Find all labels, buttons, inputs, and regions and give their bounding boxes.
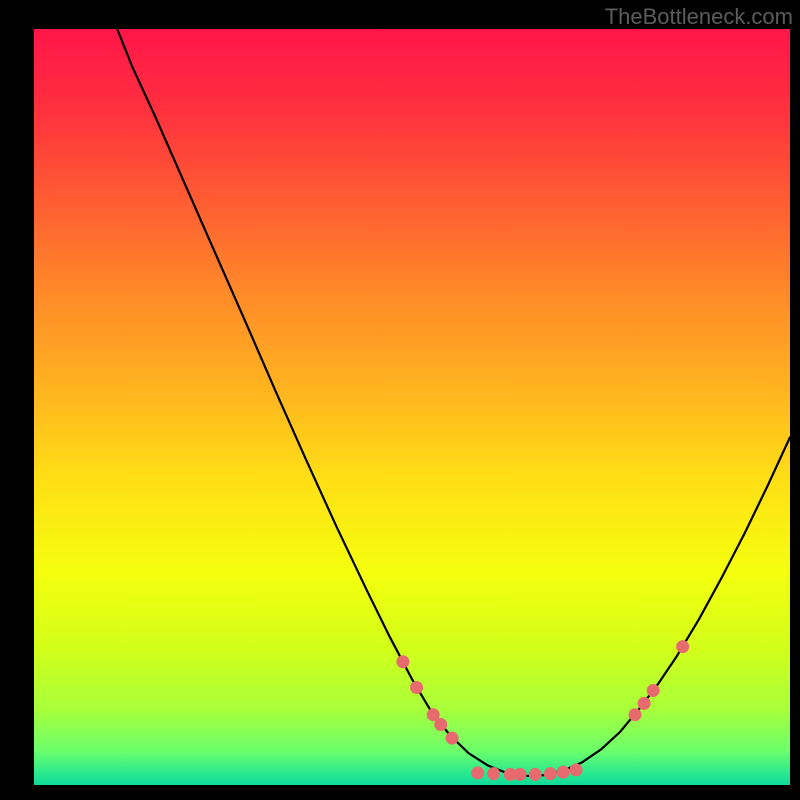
data-marker xyxy=(529,768,542,781)
data-marker xyxy=(446,732,459,745)
plot-area xyxy=(34,29,790,785)
data-marker xyxy=(647,684,660,697)
data-marker xyxy=(570,763,583,776)
data-marker xyxy=(487,767,500,780)
bottleneck-curve xyxy=(117,29,790,776)
watermark-text: TheBottleneck.com xyxy=(605,4,793,30)
data-marker xyxy=(638,697,651,710)
data-marker xyxy=(676,640,689,653)
data-marker xyxy=(471,766,484,779)
data-marker xyxy=(396,655,409,668)
data-marker xyxy=(557,766,570,779)
data-marker xyxy=(410,681,423,694)
chart-overlay xyxy=(34,29,790,785)
data-marker xyxy=(544,767,557,780)
data-marker xyxy=(434,718,447,731)
data-marker xyxy=(514,768,527,781)
data-marker xyxy=(629,708,642,721)
